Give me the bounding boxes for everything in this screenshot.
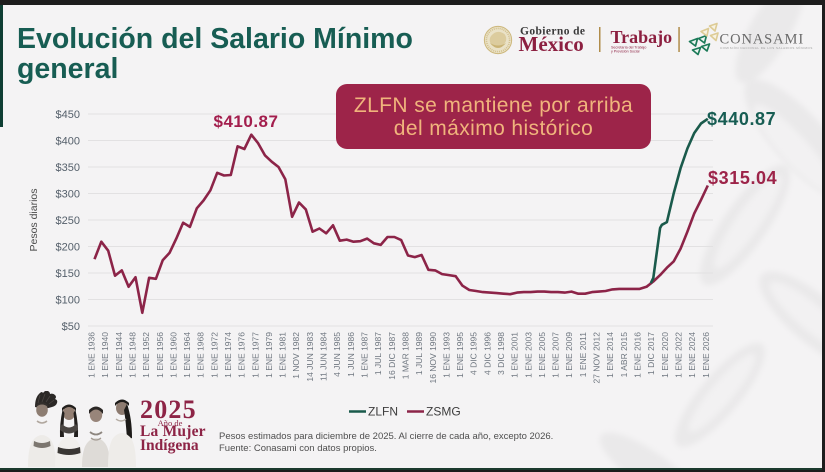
svg-text:1 JUN 1986: 1 JUN 1986 <box>346 332 356 377</box>
svg-text:1 ENE 1972: 1 ENE 1972 <box>209 332 219 378</box>
svg-text:1 ENE 2014: 1 ENE 2014 <box>605 332 615 378</box>
svg-text:1 ENE 2011: 1 ENE 2011 <box>578 332 588 377</box>
svg-text:$100: $100 <box>56 295 80 307</box>
svg-text:ZSMG: ZSMG <box>426 405 461 419</box>
svg-text:1 JUL 1989: 1 JUL 1989 <box>414 332 424 375</box>
svg-text:1 ENE 1940: 1 ENE 1940 <box>100 332 110 378</box>
svg-text:$450: $450 <box>56 109 80 121</box>
svg-text:1 ENE 2020: 1 ENE 2020 <box>660 332 670 378</box>
svg-text:1 ENE 1936: 1 ENE 1936 <box>87 332 97 378</box>
svg-text:4 DIC 1995: 4 DIC 1995 <box>469 332 479 375</box>
svg-text:1 ABR 2015: 1 ABR 2015 <box>619 332 629 378</box>
svg-text:1 ENE 1995: 1 ENE 1995 <box>455 332 465 378</box>
svg-text:3 DIC 1998: 3 DIC 1998 <box>496 332 506 375</box>
svg-text:1 ENE 1993: 1 ENE 1993 <box>441 332 451 378</box>
svg-text:1 ENE 1974: 1 ENE 1974 <box>223 332 233 378</box>
svg-text:$50: $50 <box>62 321 80 333</box>
svg-text:$350: $350 <box>56 162 80 174</box>
svg-text:1 ENE 1987: 1 ENE 1987 <box>360 332 370 378</box>
svg-text:$250: $250 <box>56 215 80 227</box>
svg-text:11 JUN 1984: 11 JUN 1984 <box>319 332 329 381</box>
svg-text:1 ENE 2024: 1 ENE 2024 <box>687 332 697 378</box>
svg-text:Gobierno de: Gobierno de <box>520 26 585 38</box>
svg-text:ZLFN: ZLFN <box>368 405 398 419</box>
svg-text:1 ENE 1968: 1 ENE 1968 <box>196 332 206 378</box>
svg-text:1 ENE 1944: 1 ENE 1944 <box>114 332 124 378</box>
svg-text:$150: $150 <box>56 268 80 280</box>
svg-text:1 ENE 2009: 1 ENE 2009 <box>564 332 574 378</box>
svg-text:1 ENE 2007: 1 ENE 2007 <box>551 332 561 378</box>
svg-text:1 ENE 1960: 1 ENE 1960 <box>168 332 178 378</box>
svg-text:1 MAR 1988: 1 MAR 1988 <box>400 332 410 380</box>
svg-text:1 ENE 1976: 1 ENE 1976 <box>237 332 247 378</box>
svg-text:1 ENE 1979: 1 ENE 1979 <box>264 332 274 378</box>
svg-text:1 ENE 2003: 1 ENE 2003 <box>523 332 533 378</box>
svg-text:1 ENE 2001: 1 ENE 2001 <box>510 332 520 378</box>
svg-text:1 ENE 1964: 1 ENE 1964 <box>182 332 192 378</box>
svg-text:1 JUL 1987: 1 JUL 1987 <box>373 332 383 375</box>
svg-text:1 DIC 2017: 1 DIC 2017 <box>646 332 656 375</box>
svg-text:CONASAMI: CONASAMI <box>720 32 805 48</box>
svg-text:Secretaría del Trabajo: Secretaría del Trabajo <box>611 45 646 49</box>
svg-text:16 NOV 1990: 16 NOV 1990 <box>428 332 438 384</box>
svg-text:COMISIÓN NACIONAL DE LOS SALAR: COMISIÓN NACIONAL DE LOS SALARIOS MÍNIMO… <box>720 45 813 50</box>
svg-text:1 ENE 1952: 1 ENE 1952 <box>141 332 151 378</box>
svg-text:Pesos diarios: Pesos diarios <box>28 188 40 251</box>
svg-text:1 ENE 2026: 1 ENE 2026 <box>701 332 711 378</box>
svg-text:1 NOV 1982: 1 NOV 1982 <box>291 332 301 379</box>
svg-text:14 JUN 1983: 14 JUN 1983 <box>305 332 315 382</box>
svg-text:México: México <box>519 32 584 56</box>
svg-text:Trabajo: Trabajo <box>611 27 673 47</box>
svg-text:27 NOV 2012: 27 NOV 2012 <box>592 332 602 384</box>
svg-text:1 ENE 1977: 1 ENE 1977 <box>250 332 260 378</box>
svg-text:y Previsión Social: y Previsión Social <box>611 50 640 54</box>
svg-text:1 ENE 1948: 1 ENE 1948 <box>127 332 137 378</box>
svg-text:$200: $200 <box>56 242 80 254</box>
svg-text:$400: $400 <box>56 136 80 148</box>
svg-text:1 ENE 2022: 1 ENE 2022 <box>674 332 684 378</box>
svg-text:1 ENE 1981: 1 ENE 1981 <box>278 332 288 378</box>
svg-text:1 ENE 2016: 1 ENE 2016 <box>633 332 643 378</box>
svg-text:1 ENE 2005: 1 ENE 2005 <box>537 332 547 378</box>
svg-text:4 JUN 1985: 4 JUN 1985 <box>332 332 342 377</box>
svg-text:16 DIC 1987: 16 DIC 1987 <box>387 332 397 380</box>
svg-text:4 DIC 1996: 4 DIC 1996 <box>482 332 492 375</box>
svg-text:1 ENE 1956: 1 ENE 1956 <box>155 332 165 378</box>
svg-text:$300: $300 <box>56 189 80 201</box>
